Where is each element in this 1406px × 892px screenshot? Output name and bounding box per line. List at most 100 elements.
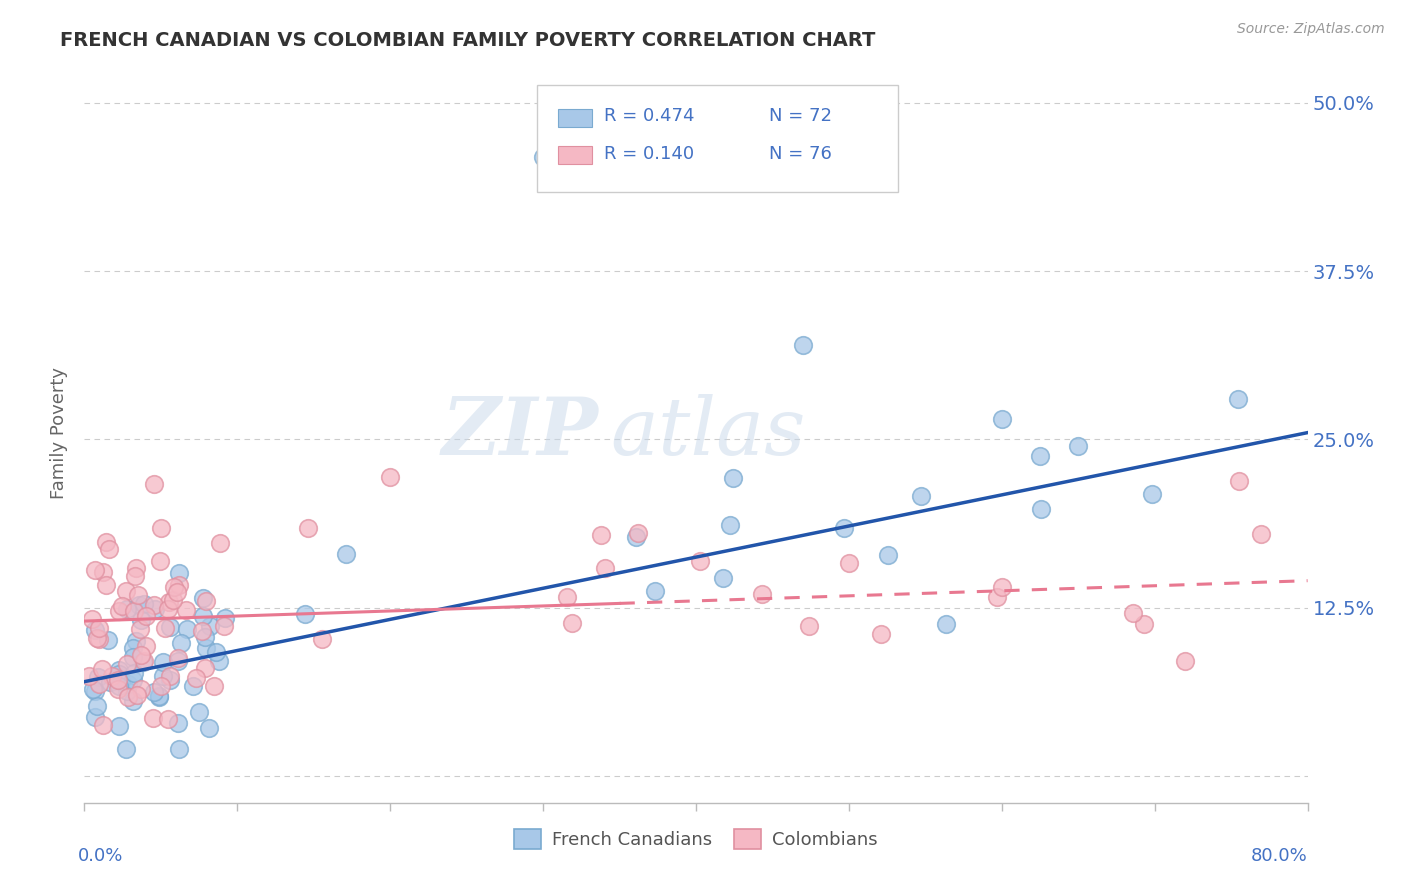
Point bbox=[204, 645, 226, 659]
Point bbox=[721, 471, 744, 485]
Point bbox=[115, 742, 138, 756]
Point bbox=[194, 630, 217, 644]
Point bbox=[910, 489, 932, 503]
Point bbox=[166, 655, 188, 669]
Point bbox=[191, 591, 214, 605]
Point bbox=[129, 648, 152, 662]
Point bbox=[108, 718, 131, 732]
Point bbox=[191, 624, 214, 638]
Point bbox=[838, 556, 860, 570]
Point bbox=[297, 520, 319, 534]
Point bbox=[86, 631, 108, 645]
Point bbox=[212, 619, 235, 633]
Point bbox=[97, 541, 120, 556]
Point bbox=[194, 594, 217, 608]
Point bbox=[751, 587, 773, 601]
Point bbox=[593, 561, 616, 575]
Point bbox=[142, 684, 165, 698]
Point bbox=[311, 632, 333, 647]
FancyBboxPatch shape bbox=[558, 146, 592, 164]
Point bbox=[124, 569, 146, 583]
Point bbox=[117, 690, 139, 705]
Point bbox=[91, 718, 114, 732]
Point bbox=[125, 561, 148, 575]
Point bbox=[149, 554, 172, 568]
Text: 0.0%: 0.0% bbox=[79, 847, 124, 865]
Point bbox=[197, 721, 219, 735]
Point bbox=[80, 612, 103, 626]
Point bbox=[135, 608, 157, 623]
Point bbox=[198, 619, 221, 633]
Point bbox=[108, 679, 131, 693]
Point bbox=[87, 621, 110, 635]
Point bbox=[122, 694, 145, 708]
Point bbox=[157, 712, 180, 726]
Point bbox=[1122, 607, 1144, 621]
Point bbox=[86, 698, 108, 713]
Point bbox=[159, 669, 181, 683]
Point bbox=[134, 654, 156, 668]
Point bbox=[380, 470, 402, 484]
Point bbox=[202, 679, 225, 693]
Point bbox=[84, 710, 107, 724]
Text: R = 0.474: R = 0.474 bbox=[605, 108, 695, 126]
Point bbox=[167, 715, 190, 730]
Point bbox=[870, 627, 893, 641]
Point bbox=[644, 584, 666, 599]
Text: R = 0.140: R = 0.140 bbox=[605, 145, 695, 162]
Point bbox=[101, 669, 124, 683]
Point bbox=[129, 613, 152, 627]
Point bbox=[991, 412, 1014, 426]
Point bbox=[143, 476, 166, 491]
Point bbox=[986, 591, 1008, 605]
Point bbox=[122, 650, 145, 665]
Point bbox=[624, 530, 647, 544]
Point bbox=[157, 595, 180, 609]
Point bbox=[208, 536, 231, 550]
Point bbox=[1029, 501, 1052, 516]
Point bbox=[1250, 526, 1272, 541]
Point bbox=[111, 599, 134, 613]
Point bbox=[115, 584, 138, 599]
Legend: French Canadians, Colombians: French Canadians, Colombians bbox=[508, 822, 884, 856]
Point bbox=[294, 607, 316, 622]
Point bbox=[191, 609, 214, 624]
Point bbox=[194, 661, 217, 675]
Point bbox=[162, 593, 184, 607]
Point bbox=[561, 615, 583, 630]
Point bbox=[135, 640, 157, 654]
Point bbox=[122, 665, 145, 680]
Text: atlas: atlas bbox=[610, 394, 806, 471]
Point bbox=[143, 601, 166, 615]
Point bbox=[115, 683, 138, 698]
Point bbox=[121, 640, 143, 655]
Point bbox=[166, 585, 188, 599]
Point bbox=[87, 677, 110, 691]
Point bbox=[143, 598, 166, 612]
Text: N = 76: N = 76 bbox=[769, 145, 832, 162]
Point bbox=[187, 705, 209, 719]
Point bbox=[176, 622, 198, 636]
Point bbox=[84, 683, 107, 698]
Point bbox=[125, 633, 148, 648]
Point bbox=[799, 619, 821, 633]
Point bbox=[115, 657, 138, 672]
Point bbox=[555, 591, 578, 605]
Point bbox=[169, 578, 191, 592]
Point bbox=[155, 621, 177, 635]
Point bbox=[149, 680, 172, 694]
FancyBboxPatch shape bbox=[537, 85, 898, 192]
Point bbox=[127, 588, 149, 602]
Point bbox=[1140, 486, 1163, 500]
Point bbox=[84, 564, 107, 578]
Point bbox=[689, 554, 711, 568]
Point bbox=[148, 690, 170, 704]
Point bbox=[125, 689, 148, 703]
Point bbox=[876, 549, 898, 563]
Point bbox=[87, 670, 110, 684]
Point bbox=[711, 571, 734, 585]
Y-axis label: Family Poverty: Family Poverty bbox=[51, 367, 69, 499]
Point bbox=[90, 662, 112, 676]
Point bbox=[186, 671, 208, 685]
FancyBboxPatch shape bbox=[558, 109, 592, 127]
